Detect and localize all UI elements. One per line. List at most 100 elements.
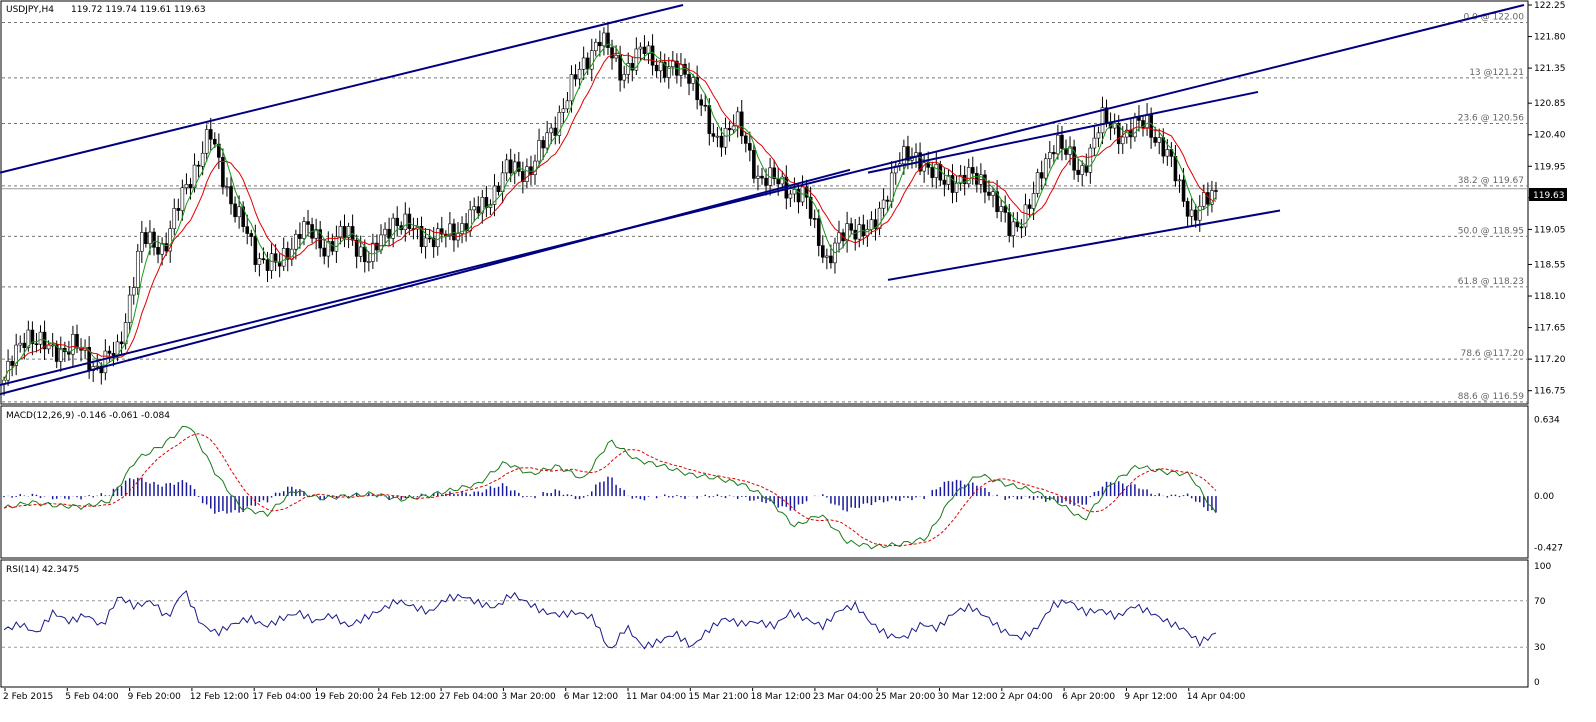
candle-body <box>439 228 444 235</box>
candle-body <box>1023 204 1028 228</box>
candle-body <box>1052 152 1056 155</box>
candle-body <box>679 63 683 76</box>
candle-body <box>687 74 691 84</box>
candle-body <box>1035 172 1040 194</box>
candle-body <box>460 223 464 234</box>
candle-body <box>1120 136 1125 145</box>
symbol-label: USDJPY,H4 <box>6 5 54 15</box>
candle-body <box>273 253 278 263</box>
candle-body <box>796 189 801 203</box>
candle-body <box>184 184 189 189</box>
candle-body <box>1027 204 1032 209</box>
candle-body <box>285 248 290 260</box>
candle-body <box>877 207 882 229</box>
candle-body <box>144 232 148 244</box>
candle-body <box>549 127 554 134</box>
candle-body <box>869 219 874 230</box>
candle-body <box>853 229 858 240</box>
candle-body <box>930 167 935 178</box>
candle-body <box>1015 221 1020 228</box>
candle-body <box>1210 190 1214 205</box>
rsi-panel <box>0 559 1529 688</box>
time-label: 27 Feb 04:00 <box>439 692 498 702</box>
candle-body <box>119 341 124 345</box>
candle-body <box>233 203 237 218</box>
candle-body <box>614 54 618 59</box>
trendline <box>0 168 851 396</box>
candle-body <box>249 233 254 237</box>
candle-body <box>788 193 793 199</box>
candle-body <box>715 135 720 138</box>
candle-body <box>565 100 570 110</box>
candle-body <box>156 247 160 255</box>
candle-body <box>1173 156 1178 182</box>
candle-body <box>480 197 485 214</box>
candle-body <box>504 159 509 174</box>
candle-body <box>1153 137 1157 143</box>
candle-body <box>330 241 335 252</box>
candle-body <box>269 253 274 271</box>
candle-body <box>666 66 671 78</box>
candle-body <box>622 74 626 81</box>
candle-body <box>671 60 675 67</box>
candle-body <box>196 164 201 167</box>
candle-body <box>1169 149 1174 157</box>
candle-body <box>618 54 622 81</box>
candle-body <box>452 223 456 241</box>
candle-body <box>906 146 910 161</box>
candle-body <box>18 342 23 346</box>
candle-body <box>756 175 760 179</box>
candle-body <box>71 333 75 355</box>
macd-tick-label: 0.634 <box>1534 416 1560 426</box>
candle-body <box>362 246 367 263</box>
candle-body <box>152 231 156 248</box>
candle-body <box>577 68 582 80</box>
candle-body <box>326 241 331 257</box>
candle-body <box>1031 193 1036 209</box>
price-tick-label: 119.05 <box>1534 225 1566 235</box>
candle-body <box>946 175 951 185</box>
candle-body <box>776 178 781 185</box>
candle-body <box>135 250 140 288</box>
candle-body <box>58 347 63 362</box>
rsi-tick-label: 70 <box>1534 597 1546 607</box>
price-tick-label: 120.85 <box>1534 99 1566 109</box>
macd-line <box>3 425 1217 550</box>
candle-body <box>1149 114 1153 138</box>
candle-body <box>1039 172 1044 179</box>
candle-body <box>723 127 728 148</box>
candle-body <box>1116 123 1121 145</box>
candle-body <box>14 344 18 366</box>
candle-body <box>1084 165 1089 173</box>
candle-body <box>525 166 529 182</box>
candle-body <box>743 135 748 144</box>
macd-label: MACD(12,26,9) -0.146 -0.061 -0.084 <box>6 411 170 421</box>
candle-body <box>164 243 168 252</box>
candle-body <box>658 61 663 72</box>
candle-body <box>557 112 562 136</box>
candle-body <box>707 105 712 134</box>
candle-body <box>1214 190 1218 192</box>
candle-body <box>602 32 606 47</box>
candle-body <box>1011 221 1016 236</box>
candle-body <box>975 172 979 185</box>
candle-body <box>403 213 408 231</box>
ma-green-line <box>3 43 1217 381</box>
candle-body <box>983 174 987 193</box>
time-label: 2 Apr 04:00 <box>1000 692 1053 702</box>
time-label: 17 Feb 04:00 <box>252 692 311 702</box>
candle-body <box>662 61 667 78</box>
time-label: 25 Mar 20:00 <box>875 692 935 702</box>
rsi-line <box>3 590 1217 650</box>
candle-body <box>265 259 270 271</box>
candle-body <box>371 242 375 262</box>
candle-body <box>131 287 136 296</box>
candle-body <box>825 255 829 258</box>
price-tick-label: 117.20 <box>1534 355 1566 365</box>
price-tick-label: 122.25 <box>1534 1 1566 11</box>
candle-body <box>314 229 318 239</box>
time-label: 19 Feb 20:00 <box>315 692 374 702</box>
candle-body <box>606 32 610 48</box>
trendline <box>887 209 1281 281</box>
